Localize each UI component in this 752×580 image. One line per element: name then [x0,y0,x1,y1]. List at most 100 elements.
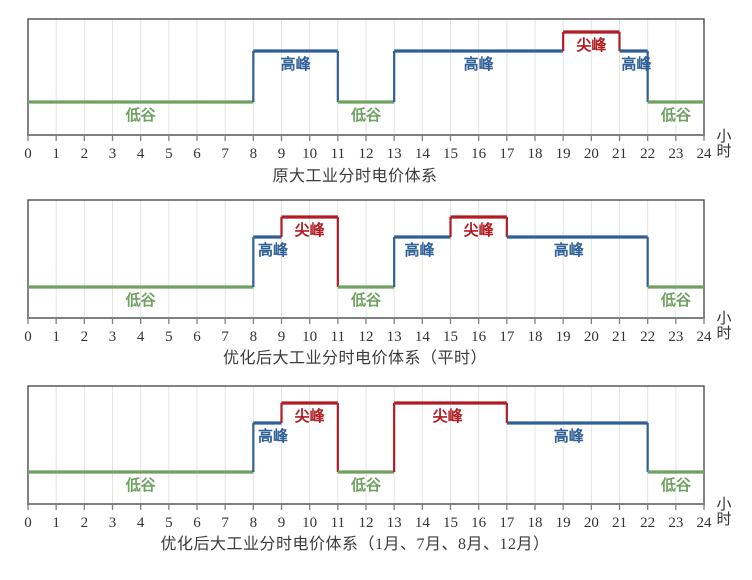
x-axis-tick-label-17: 17 [499,515,515,529]
x-axis-tick-label-22: 22 [640,146,655,160]
x-axis-unit-char-1: 小 [716,497,732,513]
band-label-尖峰-5: 尖峰 [464,221,495,239]
x-axis-tick-label-6: 6 [193,329,201,343]
x-axis-tick-label-23: 23 [668,329,683,343]
x-axis-tick-label-18: 18 [528,515,543,529]
chart-svg-optimized-peak-months: 0 1 2 3 4 5 6 7 8 9 10 11 12 13 14 15 16 17 18 19 20 21 22 23 24… [24,385,712,529]
band-label-高峰-1: 高峰 [258,427,289,445]
chart-block-optimized-peak-months: 0 1 2 3 4 5 6 7 8 9 10 11 12 13 14 15 16 17 18 19 20 21 22 23 24… [0,367,752,553]
x-axis-tick-label-17: 17 [499,329,515,343]
x-axis-tick-label-6: 6 [193,146,201,160]
chart-svg-original: 0 1 2 3 4 5 6 7 8 9 10 11 12 13 14 15 16 17 18 19 20 21 22 23 24… [24,18,713,160]
x-axis-tick-label-5: 5 [165,146,173,160]
figure-title-optimized-normal: 优化后大工业分时电价体系（平时） [222,350,487,367]
x-axis-tick-label-12: 12 [359,329,374,343]
x-axis-tick-label-10: 10 [302,146,317,160]
x-axis-tick-label-18: 18 [528,146,543,160]
band-label-高峰-1: 高峰 [258,241,289,259]
x-axis-tick-label-14: 14 [415,515,431,529]
x-axis-tick-label-21: 21 [612,146,627,160]
x-axis-tick-label-1: 1 [52,146,60,160]
band-label-尖峰-4: 尖峰 [433,407,464,425]
x-axis-tick-label-5: 5 [165,329,173,343]
x-axis-tick-label-10: 10 [302,515,317,529]
chart-svg-optimized-normal: 0 1 2 3 4 5 6 7 8 9 10 11 12 13 14 15 16 17 18 19 20 21 22 23 24… [24,199,713,343]
band-label-高峰-4: 高峰 [405,241,436,259]
x-axis-tick-label-1: 1 [52,329,60,343]
x-axis-tick-label-22: 22 [640,329,655,343]
x-axis-unit-char-2: 时 [716,144,732,160]
x-axis-unit-char-1: 小 [716,129,732,145]
x-axis-tick-label-12: 12 [359,146,374,160]
x-axis-tick-label-9: 9 [278,515,286,529]
x-axis-tick-label-23: 23 [668,146,683,160]
x-axis-tick-label-12: 12 [359,515,374,529]
x-axis-tick-label-0: 0 [24,146,32,160]
x-axis-tick-label-7: 7 [221,329,229,343]
band-label-尖峰-4: 尖峰 [576,36,607,54]
band-label-低谷-3: 低谷 [350,476,382,494]
x-axis-tick-label-4: 4 [137,146,145,160]
x-axis-tick-label-8: 8 [250,146,258,160]
x-axis-tick-label-14: 14 [415,329,431,343]
band-label-高峰-5: 高峰 [621,55,652,73]
band-label-高峰-0: 高峰 [281,55,312,73]
x-axis-tick-label-13: 13 [387,515,402,529]
x-axis-tick-label-15: 15 [443,329,458,343]
x-axis-tick-label-20: 20 [584,515,599,529]
x-axis-unit-original: 小 时 [716,130,732,160]
x-axis-tick-label-3: 3 [109,146,117,160]
x-axis-unit-optimized-normal: 小 时 [716,312,732,342]
band-label-尖峰-2: 尖峰 [295,221,326,239]
band-label-高峰-5: 高峰 [554,427,585,445]
x-axis-tick-label-19: 19 [556,146,571,160]
x-axis-tick-label-11: 11 [331,329,345,343]
x-axis-tick-label-13: 13 [387,146,402,160]
band-label-低谷-6: 低谷 [660,476,692,494]
band-label-高峰-6: 高峰 [554,241,585,259]
band-label-低谷-2: 低谷 [350,106,382,124]
x-axis-tick-label-14: 14 [415,146,431,160]
band-label-低谷-0: 低谷 [125,291,157,309]
x-axis-tick-label-1: 1 [52,515,60,529]
figure-title-original: 原大工业分时电价体系 [272,168,438,185]
x-axis-tick-label-20: 20 [584,146,599,160]
x-axis-tick-label-7: 7 [221,146,229,160]
x-axis-tick-label-6: 6 [193,515,201,529]
x-axis-unit-optimized-peak-months: 小 时 [716,498,732,528]
x-axis-tick-label-9: 9 [278,146,286,160]
x-axis-unit-char-2: 时 [716,326,732,342]
figure-title-optimized-peak-months: 优化后大工业分时电价体系（1月、7月、8月、12月） [160,536,550,553]
x-axis-tick-label-15: 15 [443,146,458,160]
x-axis-tick-label-4: 4 [137,329,145,343]
band-label-尖峰-2: 尖峰 [295,407,326,425]
band-label-低谷-7: 低谷 [660,291,692,309]
x-axis-tick-label-20: 20 [584,329,599,343]
x-axis-tick-label-11: 11 [331,515,345,529]
band-label-低谷-0: 低谷 [125,476,157,494]
x-axis-tick-label-19: 19 [556,515,571,529]
x-axis-tick-label-24: 24 [697,146,713,160]
x-axis-unit-char-1: 小 [716,311,732,327]
x-axis-tick-label-9: 9 [278,329,286,343]
band-label-低谷-1: 低谷 [125,106,157,124]
x-axis-tick-label-15: 15 [443,515,458,529]
x-axis-tick-label-11: 11 [331,146,345,160]
chart-block-original: 0 1 2 3 4 5 6 7 8 9 10 11 12 13 14 15 16 17 18 19 20 21 22 23 24… [0,0,752,185]
x-axis-tick-label-21: 21 [612,329,627,343]
x-axis-tick-label-16: 16 [471,146,487,160]
chart-block-optimized-normal: 0 1 2 3 4 5 6 7 8 9 10 11 12 13 14 15 16 17 18 19 20 21 22 23 24… [0,181,752,367]
x-axis-tick-label-10: 10 [302,329,317,343]
x-axis-tick-label-2: 2 [81,146,89,160]
x-axis-tick-label-0: 0 [24,329,32,343]
x-axis-tick-label-17: 17 [499,146,515,160]
x-axis-tick-label-13: 13 [387,329,402,343]
x-axis-tick-label-2: 2 [81,515,89,529]
x-axis-tick-label-24: 24 [697,329,713,343]
x-axis-tick-label-22: 22 [640,515,655,529]
x-axis-tick-label-21: 21 [612,515,627,529]
x-axis-tick-label-2: 2 [81,329,89,343]
x-axis-tick-label-3: 3 [109,329,117,343]
x-axis-tick-label-18: 18 [528,329,543,343]
x-axis-tick-label-19: 19 [556,329,571,343]
